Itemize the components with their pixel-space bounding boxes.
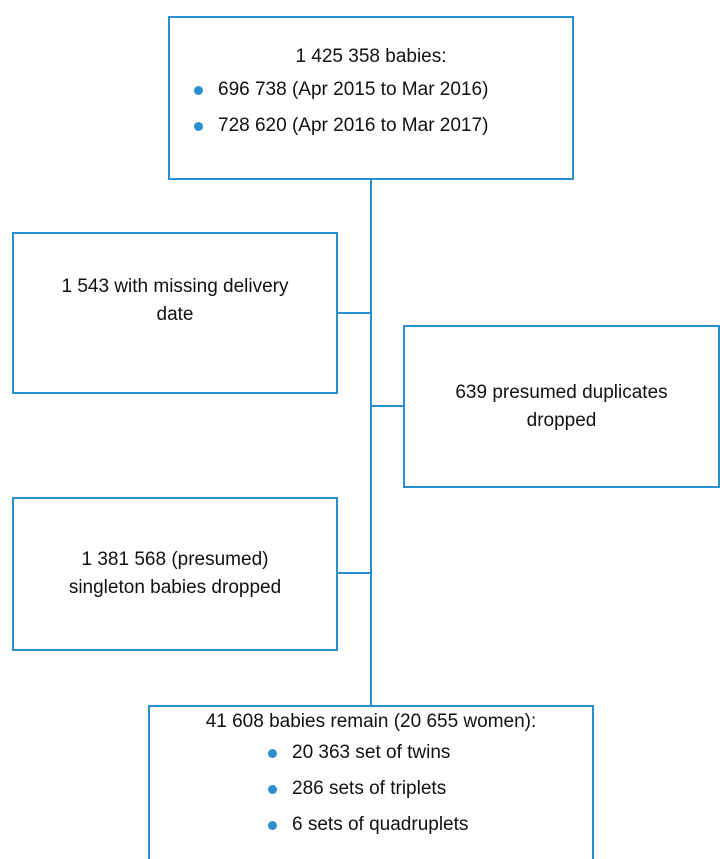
result-box: 41 608 babies remain (20 655 women): 20 … xyxy=(148,705,594,859)
bullet: 696 738 (Apr 2015 to Mar 2016) xyxy=(192,72,572,108)
bullet: 20 363 set of twins xyxy=(266,735,592,771)
box-line: singleton babies dropped xyxy=(68,577,282,598)
exclusion-box: 639 presumed duplicates dropped xyxy=(403,325,720,488)
exclusion-box: 1 543 with missing delivery date xyxy=(12,232,338,394)
box-line: 1 381 568 (presumed) xyxy=(81,549,269,570)
box-line: 1 543 with missing delivery xyxy=(61,276,289,297)
bullet: 728 620 (Apr 2016 to Mar 2017) xyxy=(192,108,572,144)
connector xyxy=(336,572,371,574)
bullet-list: 696 738 (Apr 2015 to Mar 2016) 728 620 (… xyxy=(192,72,572,144)
bullet-list: 20 363 set of twins 286 sets of triplets… xyxy=(266,735,592,843)
exclusion-box: 1 381 568 (presumed) singleton babies dr… xyxy=(12,497,338,651)
connector xyxy=(371,405,404,407)
source-box: 1 425 358 babies: 696 738 (Apr 2015 to M… xyxy=(168,16,574,180)
bullet: 286 sets of triplets xyxy=(266,771,592,807)
bullet: 6 sets of quadruplets xyxy=(266,807,592,843)
box-line: 639 presumed duplicates xyxy=(455,381,668,403)
box-line: dropped xyxy=(526,409,597,431)
connector xyxy=(370,178,372,707)
box-title: 41 608 babies remain (20 655 women): xyxy=(205,711,537,732)
box-line: date xyxy=(156,304,194,325)
connector xyxy=(336,312,371,314)
box-title: 1 425 358 babies: xyxy=(295,46,447,67)
